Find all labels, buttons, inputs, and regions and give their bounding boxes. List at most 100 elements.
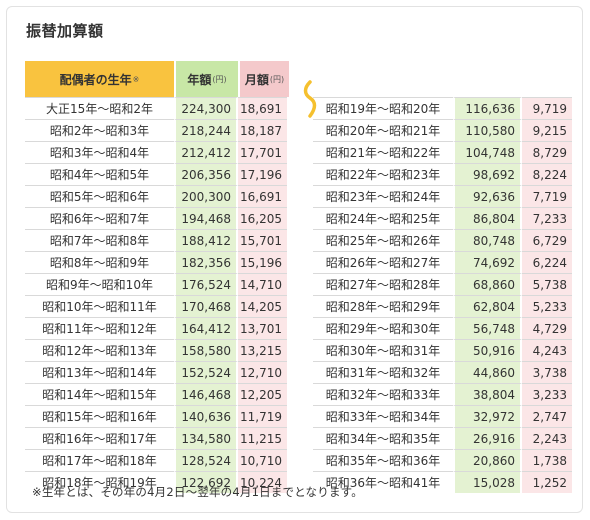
monthly-amount: 18,691: [238, 97, 287, 119]
annual-amount: 92,636: [453, 185, 522, 207]
table-row: 昭和31年〜昭和32年 44,860 3,738: [313, 361, 572, 383]
table-row: 大正15年〜昭和2年 224,300 18,691: [25, 97, 287, 119]
birth-year-range: 昭和7年〜昭和8年: [25, 229, 174, 251]
birth-year-range: 昭和8年〜昭和9年: [25, 251, 174, 273]
birth-year-range: 昭和22年〜昭和23年: [313, 163, 453, 185]
birth-year-range: 昭和27年〜昭和28年: [313, 273, 453, 295]
annual-amount: 218,244: [174, 119, 238, 141]
birth-year-range: 昭和2年〜昭和3年: [25, 119, 174, 141]
annual-amount: 188,412: [174, 229, 238, 251]
birth-year-range: 昭和6年〜昭和7年: [25, 207, 174, 229]
monthly-amount: 4,243: [522, 339, 572, 361]
annual-amount: 134,580: [174, 427, 238, 449]
monthly-amount: 15,701: [238, 229, 287, 251]
monthly-amount: 2,243: [522, 427, 572, 449]
monthly-amount: 12,205: [238, 383, 287, 405]
monthly-amount: 12,710: [238, 361, 287, 383]
birth-year-range: 昭和33年〜昭和34年: [313, 405, 453, 427]
monthly-amount: 18,187: [238, 119, 287, 141]
monthly-amount: 17,196: [238, 163, 287, 185]
amount-table-left-body: 大正15年〜昭和2年 224,300 18,691 昭和2年〜昭和3年 218,244 1…: [25, 97, 287, 493]
table-row: 昭和36年〜昭和41年 15,028 1,252: [313, 471, 572, 493]
table-row: 昭和2年〜昭和3年 218,244 18,187: [25, 119, 287, 141]
table-row: 昭和29年〜昭和30年 56,748 4,729: [313, 317, 572, 339]
annual-amount: 56,748: [453, 317, 522, 339]
annual-amount: 206,356: [174, 163, 238, 185]
birth-year-range: 昭和4年〜昭和5年: [25, 163, 174, 185]
birth-year-range: 昭和36年〜昭和41年: [313, 471, 453, 493]
annual-amount: 158,580: [174, 339, 238, 361]
annual-amount: 176,524: [174, 273, 238, 295]
monthly-amount: 16,691: [238, 185, 287, 207]
birth-year-range: 昭和15年〜昭和16年: [25, 405, 174, 427]
monthly-amount: 4,729: [522, 317, 572, 339]
annual-label: 年額: [187, 72, 212, 87]
table-row: 昭和34年〜昭和35年 26,916 2,243: [313, 427, 572, 449]
annual-amount: 128,524: [174, 449, 238, 471]
monthly-amount: 6,729: [522, 229, 572, 251]
monthly-amount: 10,710: [238, 449, 287, 471]
table-row: 昭和14年〜昭和15年 146,468 12,205: [25, 383, 287, 405]
table-row: 昭和3年〜昭和4年 212,412 17,701: [25, 141, 287, 163]
birth-year-range: 昭和32年〜昭和33年: [313, 383, 453, 405]
monthly-amount: 14,710: [238, 273, 287, 295]
monthly-amount: 15,196: [238, 251, 287, 273]
monthly-amount: 13,215: [238, 339, 287, 361]
monthly-amount: 5,738: [522, 273, 572, 295]
table-row: 昭和25年〜昭和26年 80,748 6,729: [313, 229, 572, 251]
table-row: 昭和4年〜昭和5年 206,356 17,196: [25, 163, 287, 185]
amount-table-right-body: 昭和19年〜昭和20年 116,636 9,719 昭和20年〜昭和21年 110,58…: [313, 97, 572, 493]
birth-year-range: 昭和12年〜昭和13年: [25, 339, 174, 361]
annual-amount: 116,636: [453, 97, 522, 119]
monthly-amount: 3,233: [522, 383, 572, 405]
spouse-birth-year-header: 配偶者の生年 ※: [25, 61, 174, 97]
birth-year-range: 昭和29年〜昭和30年: [313, 317, 453, 339]
table-row: 昭和35年〜昭和36年 20,860 1,738: [313, 449, 572, 471]
table-row: 昭和18年〜昭和19年 122,692 10,224: [25, 471, 287, 493]
birth-year-range: 昭和16年〜昭和17年: [25, 427, 174, 449]
monthly-amount: 11,215: [238, 427, 287, 449]
annual-amount: 38,804: [453, 383, 522, 405]
monthly-amount: 11,719: [238, 405, 287, 427]
birth-year-range: 昭和18年〜昭和19年: [25, 471, 174, 493]
birth-year-range: 昭和25年〜昭和26年: [313, 229, 453, 251]
wave-squiggle-icon: [303, 80, 317, 118]
annual-amount: 194,468: [174, 207, 238, 229]
monthly-header: 月額 (円): [240, 61, 289, 97]
annual-amount: 182,356: [174, 251, 238, 273]
birth-year-range: 昭和21年〜昭和22年: [313, 141, 453, 163]
birth-year-range: 昭和11年〜昭和12年: [25, 317, 174, 339]
birth-year-range: 昭和17年〜昭和18年: [25, 449, 174, 471]
annual-amount: 62,804: [453, 295, 522, 317]
monthly-amount: 1,738: [522, 449, 572, 471]
birth-year-range: 昭和19年〜昭和20年: [313, 97, 453, 119]
birth-year-range: 昭和26年〜昭和27年: [313, 251, 453, 273]
table-row: 昭和16年〜昭和17年 134,580 11,215: [25, 427, 287, 449]
annual-amount: 68,860: [453, 273, 522, 295]
annual-header: 年額 (円): [176, 61, 238, 97]
table-row: 昭和28年〜昭和29年 62,804 5,233: [313, 295, 572, 317]
annual-amount: 140,636: [174, 405, 238, 427]
annual-amount: 15,028: [453, 471, 522, 493]
spouse-mark: ※: [132, 74, 140, 84]
amount-table-right: 昭和19年〜昭和20年 116,636 9,719 昭和20年〜昭和21年 110,58…: [313, 97, 572, 493]
birth-year-range: 昭和35年〜昭和36年: [313, 449, 453, 471]
birth-year-range: 昭和3年〜昭和4年: [25, 141, 174, 163]
monthly-amount: 17,701: [238, 141, 287, 163]
monthly-label: 月額: [244, 72, 269, 87]
annual-amount: 146,468: [174, 383, 238, 405]
table-row: 昭和24年〜昭和25年 86,804 7,233: [313, 207, 572, 229]
birth-year-range: 昭和24年〜昭和25年: [313, 207, 453, 229]
annual-amount: 50,916: [453, 339, 522, 361]
table-row: 昭和7年〜昭和8年 188,412 15,701: [25, 229, 287, 251]
table-row: 昭和23年〜昭和24年 92,636 7,719: [313, 185, 572, 207]
annual-amount: 104,748: [453, 141, 522, 163]
monthly-amount: 5,233: [522, 295, 572, 317]
page-title: 振替加算額: [26, 22, 104, 40]
birth-year-range: 昭和9年〜昭和10年: [25, 273, 174, 295]
birth-year-range: 昭和31年〜昭和32年: [313, 361, 453, 383]
annual-amount: 74,692: [453, 251, 522, 273]
monthly-amount: 7,719: [522, 185, 572, 207]
annual-amount: 110,580: [453, 119, 522, 141]
table-row: 昭和27年〜昭和28年 68,860 5,738: [313, 273, 572, 295]
